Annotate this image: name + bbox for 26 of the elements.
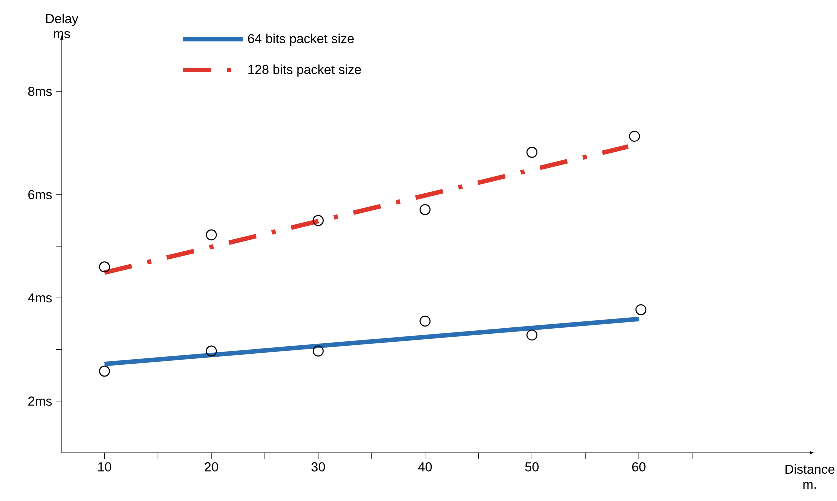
y-tick-label: 2ms <box>28 396 52 406</box>
point <box>526 147 538 158</box>
point <box>206 346 218 357</box>
point <box>629 131 640 142</box>
x-axis-title: Distance m. <box>786 464 835 489</box>
point <box>99 366 110 377</box>
x-tick-label: 30 <box>312 462 326 472</box>
point <box>99 262 110 273</box>
y-tick-label: 4ms <box>28 294 52 303</box>
point <box>526 330 538 341</box>
x-tick-label: 60 <box>632 462 646 472</box>
y-axis-title: Delay ms <box>46 14 79 38</box>
point <box>206 230 218 241</box>
x-tick-label: 20 <box>205 462 218 472</box>
point <box>420 204 431 216</box>
y-tick-label: 6ms <box>28 190 52 200</box>
point <box>312 346 324 357</box>
point <box>312 215 324 226</box>
x-tick-label: 40 <box>418 462 432 472</box>
point <box>636 304 647 316</box>
x-tick-label: 10 <box>98 462 112 472</box>
legend-label: 128 bits packet size <box>248 64 362 77</box>
point <box>420 316 431 327</box>
x-tick-label: 50 <box>525 462 539 472</box>
legend-label: 64 bits packet size <box>248 34 354 46</box>
y-tick-label: 8ms <box>28 87 52 96</box>
